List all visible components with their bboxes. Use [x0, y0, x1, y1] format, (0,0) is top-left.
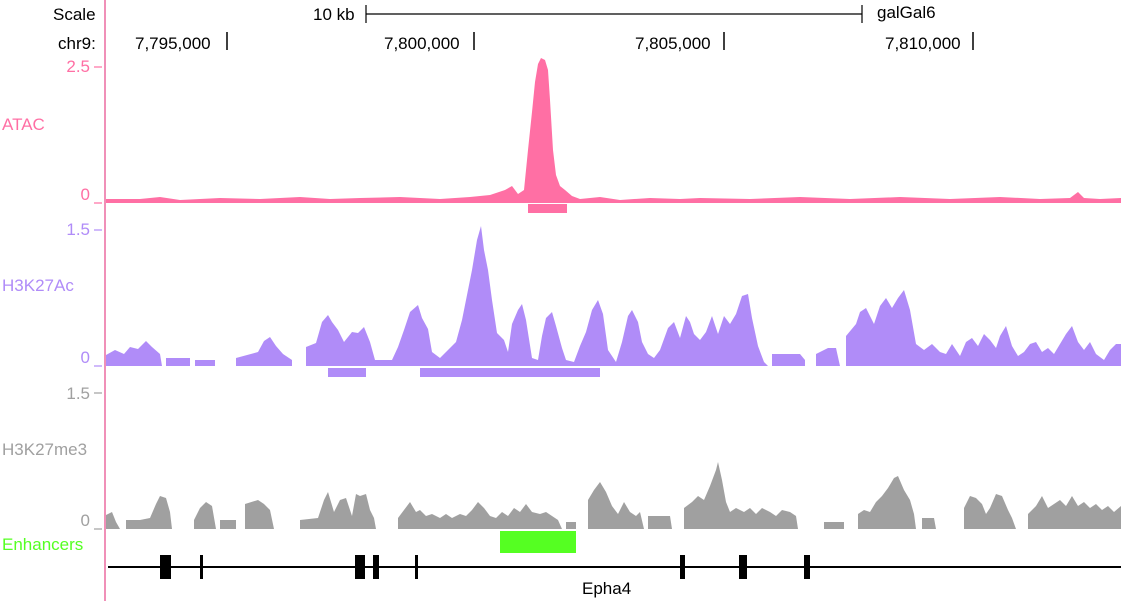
- scale-bar: [365, 5, 863, 23]
- atac-signal: [106, 58, 1121, 203]
- gene-exon: [804, 555, 810, 579]
- h3k27me3-axis-max: 1.5: [66, 384, 90, 403]
- gene-intron-line: [108, 566, 1121, 568]
- atac-signal-track[interactable]: [106, 58, 1121, 213]
- h3k27me3-signal-track[interactable]: [106, 462, 1121, 529]
- position-label: 7,800,000: [384, 34, 460, 53]
- track-label-h3k27me3[interactable]: H3K27me3: [2, 440, 88, 459]
- gene-model-epha4[interactable]: [108, 555, 1121, 579]
- gene-exon: [373, 555, 379, 579]
- h3k27ac-axis-max: 1.5: [66, 220, 90, 239]
- h3k27ac-signal: [106, 226, 1121, 366]
- track-label-enhancers[interactable]: Enhancers: [2, 535, 84, 554]
- left-panel-divider: [104, 0, 106, 601]
- track-label-atac[interactable]: ATAC: [2, 115, 45, 134]
- h3k27ac-axis-min: 0: [80, 348, 90, 367]
- h3k27ac-peak-call: [328, 368, 366, 377]
- h3k27ac-peak-call: [420, 368, 600, 377]
- gene-exon: [160, 555, 171, 579]
- gene-exon: [415, 555, 418, 579]
- h3k27ac-signal-track[interactable]: [106, 226, 1121, 377]
- track-label-h3k27ac[interactable]: H3K27Ac: [2, 276, 74, 295]
- position-label: 7,795,000: [135, 34, 211, 53]
- atac-axis-max: 2.5: [66, 57, 90, 76]
- enhancers-track[interactable]: [500, 531, 576, 553]
- enhancer-feature: [500, 531, 576, 553]
- scale-label: Scale: [53, 5, 96, 24]
- position-label: 7,805,000: [635, 34, 711, 53]
- atac-peak-call: [528, 204, 567, 213]
- genome-label: galGal6: [877, 3, 936, 22]
- position-ticks: [226, 32, 974, 50]
- gene-exon: [355, 555, 365, 579]
- scale-bar-label: 10 kb: [313, 5, 355, 24]
- h3k27me3-axis-min: 0: [80, 511, 90, 530]
- position-label: 7,810,000: [885, 34, 961, 53]
- axis-ticks: [94, 66, 102, 530]
- gene-exon: [680, 555, 685, 579]
- gene-exon: [200, 555, 203, 579]
- gene-exon: [739, 555, 747, 579]
- chrom-label: chr9:: [58, 34, 96, 53]
- h3k27me3-signal: [106, 462, 1121, 529]
- atac-axis-min: 0: [80, 185, 90, 204]
- gene-name-label[interactable]: Epha4: [582, 579, 632, 598]
